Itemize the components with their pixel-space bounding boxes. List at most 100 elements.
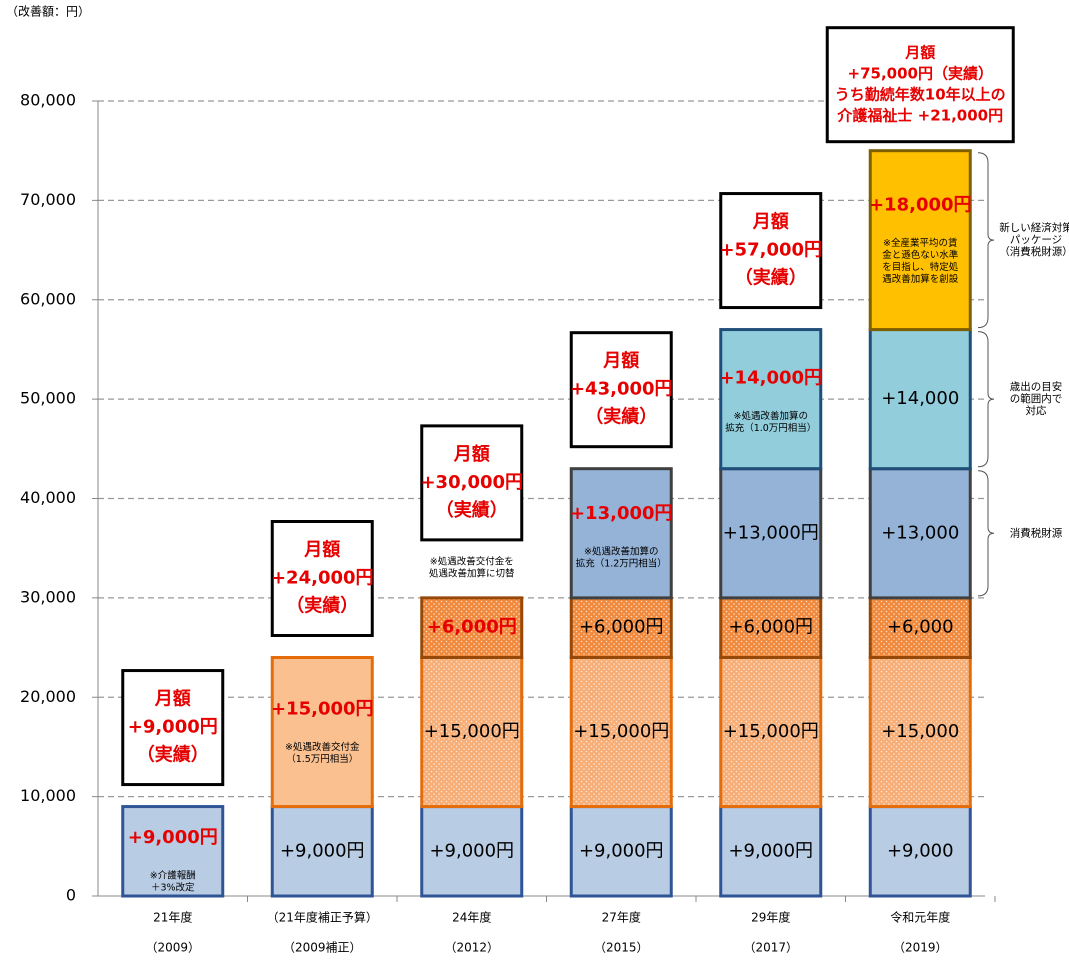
annotation-text: +43,000円 — [570, 379, 673, 400]
bar-texture — [871, 659, 969, 806]
bar-texture — [722, 599, 820, 656]
bar-segment — [868, 149, 972, 332]
bar-segment — [270, 656, 374, 809]
value-label: +6,000円 — [427, 617, 517, 638]
bar-segment — [868, 328, 972, 471]
value-label: +9,000 — [887, 840, 954, 861]
unit-label: （改善額：円） — [6, 4, 90, 19]
x-tick-sublabel: （2017） — [743, 941, 798, 955]
bar-note: （1.5万円相当） — [286, 753, 358, 765]
annotation-text: +75,000円（実績） — [848, 65, 993, 83]
bracket — [977, 470, 995, 597]
value-label: +15,000円 — [573, 721, 669, 742]
annotation-text: 月額 — [752, 211, 789, 233]
bracket-label: 歳出の目安 — [1010, 380, 1063, 393]
x-tick-label: （21年度補正予算） — [267, 910, 378, 925]
y-tick-label: 20,000 — [20, 687, 76, 706]
bar-texture — [423, 659, 521, 806]
annotation-text: +9,000円 — [128, 717, 218, 738]
value-label: +14,000円 — [719, 367, 822, 388]
annotation-text: 月額 — [602, 350, 639, 372]
x-tick-label: 21年度 — [153, 910, 192, 925]
value-label: +13,000 — [881, 522, 959, 543]
annotation-box — [420, 424, 524, 542]
bar-segment — [569, 805, 673, 898]
y-tick-label: 0 — [66, 886, 76, 905]
bar-note: 拡充（1.0万円相当） — [725, 422, 816, 434]
x-tick-label: 24年度 — [452, 910, 491, 925]
annotation-text: 月額 — [303, 539, 340, 561]
annotation-text: （実績） — [735, 267, 807, 289]
y-tick-label: 50,000 — [20, 389, 76, 408]
bracket-label: 対応 — [1026, 404, 1048, 417]
above-note: 処遇改善加算に切替 — [429, 567, 515, 579]
bar-note: 金と遜色ない水準 — [882, 249, 959, 261]
x-tick-label: 27年度 — [602, 910, 641, 925]
x-tick-sublabel: （2019） — [893, 941, 948, 955]
x-tick-sublabel: （2009補正） — [283, 941, 362, 955]
bracket — [977, 152, 995, 329]
bracket-label: 消費税財源 — [1010, 526, 1063, 539]
bar-texture — [572, 659, 670, 806]
annotation-text: （実績） — [436, 499, 508, 521]
above-note: ※処遇改善交付金を — [430, 555, 514, 567]
annotation-box — [719, 192, 823, 310]
annotation-box — [569, 331, 673, 449]
value-label: +9,000円 — [280, 840, 365, 861]
bracket-label: パッケージ — [1010, 234, 1062, 246]
value-label: +9,000円 — [728, 840, 813, 861]
annotation-text: +24,000円 — [271, 568, 374, 589]
value-label: +18,000円 — [869, 195, 972, 216]
bar-note: ※処遇改善加算の — [734, 410, 808, 422]
bar-segment — [270, 805, 374, 898]
bar-note: ※処遇改善交付金 — [285, 741, 360, 753]
value-label: +15,000円 — [424, 721, 520, 742]
annotation-text: （実績） — [585, 406, 657, 428]
bar-note: 拡充（1.2万円相当） — [576, 557, 667, 569]
annotation-text: 月額 — [453, 443, 490, 465]
y-tick-label: 70,000 — [20, 190, 76, 209]
x-tick-label: 令和元年度 — [890, 910, 950, 925]
bar-note: ※介護報酬 — [150, 869, 196, 881]
y-tick-label: 60,000 — [20, 289, 76, 308]
bar-texture — [423, 599, 521, 656]
value-label: +6,000円 — [728, 617, 813, 638]
annotation-text: 月額 — [904, 44, 935, 62]
x-tick-sublabel: （2012） — [444, 941, 499, 955]
annotation-box — [825, 26, 1015, 144]
value-label: +15,000円 — [271, 699, 374, 720]
value-label: +15,000 — [881, 721, 959, 742]
bracket-label: の範囲内で — [1010, 392, 1063, 405]
annotation-text: （実績） — [286, 595, 358, 617]
annotation-text: 月額 — [154, 688, 191, 710]
bar-note: ※全産業平均の賃 — [883, 237, 957, 249]
y-tick-label: 80,000 — [20, 91, 76, 110]
annotation-text: +30,000円 — [420, 472, 523, 493]
annotation-text: （実績） — [137, 744, 209, 766]
y-tick-label: 10,000 — [20, 786, 76, 805]
value-label: +9,000円 — [579, 840, 664, 861]
bar-segment — [121, 805, 225, 898]
x-tick-sublabel: （2015） — [594, 941, 649, 955]
bar-texture — [722, 659, 820, 806]
annotation-text: +57,000円 — [719, 240, 822, 261]
annotation-box — [121, 669, 225, 787]
bar-note: 遇改善加算を創設 — [882, 273, 959, 285]
annotation-box — [270, 520, 374, 637]
value-label: +9,000円 — [429, 840, 514, 861]
annotation-text: うち勤続年数10年以上の — [835, 86, 1006, 104]
value-label: +13,000円 — [723, 522, 819, 543]
x-tick-label: 29年度 — [751, 910, 790, 925]
bar-note: ※処遇改善加算の — [584, 545, 658, 557]
bar-segment — [868, 467, 972, 600]
bar-texture — [572, 599, 670, 656]
bar-note: を目指し、特定処 — [882, 261, 959, 273]
annotation-text: 介護福祉士 +21,000円 — [836, 107, 1003, 125]
value-label: +6,000 — [887, 617, 954, 638]
value-label: +13,000円 — [570, 503, 673, 524]
x-tick-sublabel: （2009） — [145, 941, 200, 955]
bar-segment — [420, 805, 524, 898]
value-label: +9,000円 — [128, 827, 218, 848]
bar-texture — [871, 599, 969, 656]
